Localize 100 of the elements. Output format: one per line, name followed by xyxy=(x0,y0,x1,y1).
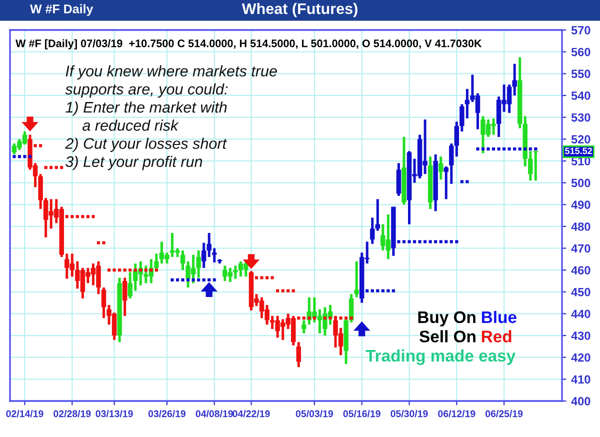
point xyxy=(450,240,453,244)
point xyxy=(18,155,22,158)
point xyxy=(60,166,64,170)
point xyxy=(76,215,79,218)
point xyxy=(370,289,374,292)
y-tick-label: 500 xyxy=(571,178,590,188)
point xyxy=(86,215,90,218)
point xyxy=(344,316,348,320)
point xyxy=(397,240,400,244)
point xyxy=(460,180,464,184)
point xyxy=(107,268,111,272)
point xyxy=(154,268,158,272)
point xyxy=(408,240,411,244)
point xyxy=(96,241,100,244)
point xyxy=(486,147,490,150)
point xyxy=(150,268,153,272)
point xyxy=(286,289,290,292)
x-tick-label: 03/13/19 xyxy=(96,410,133,418)
point xyxy=(34,144,37,148)
point xyxy=(323,316,327,320)
point xyxy=(292,289,295,292)
candlestick xyxy=(122,276,128,318)
x-tick-label: 02/28/19 xyxy=(54,410,91,418)
point xyxy=(176,278,180,282)
y-tick-label: 540 xyxy=(571,92,590,100)
point xyxy=(23,155,26,158)
point xyxy=(81,215,84,218)
point xyxy=(534,147,538,150)
point xyxy=(366,289,369,292)
point xyxy=(50,166,53,170)
point xyxy=(65,215,68,218)
y-tick-label: 480 xyxy=(571,222,590,231)
point xyxy=(123,268,126,272)
chart-title: Wheat (Futures) xyxy=(242,2,358,18)
point xyxy=(197,278,200,282)
y-tick-label: 400 xyxy=(571,397,590,406)
candlestick xyxy=(354,260,359,299)
x-tick-label: 05/03/19 xyxy=(296,410,334,418)
point xyxy=(254,276,258,280)
point xyxy=(44,166,48,170)
y-tick-label: 550 xyxy=(571,70,590,78)
point xyxy=(202,278,206,282)
point xyxy=(181,278,184,282)
x-tick-label: 04/22/19 xyxy=(232,410,270,418)
point xyxy=(118,268,122,272)
point xyxy=(70,215,74,218)
point xyxy=(497,147,500,150)
point xyxy=(402,240,406,244)
annotation: Buy On xyxy=(418,311,476,326)
y-tick-label: 440 xyxy=(571,310,590,318)
point xyxy=(513,147,516,150)
y-tick-label: 450 xyxy=(571,288,590,296)
point xyxy=(412,240,416,244)
y-tick-label: 530 xyxy=(571,113,590,122)
point xyxy=(112,268,116,272)
point xyxy=(518,147,522,150)
point xyxy=(102,241,106,244)
point xyxy=(524,147,527,150)
annotation: Trading made easy xyxy=(366,349,516,366)
annotation: Blue xyxy=(482,310,516,324)
x-tick-label: 06/12/19 xyxy=(438,410,476,418)
point xyxy=(428,240,432,244)
point xyxy=(381,289,384,292)
text: 515.52 xyxy=(565,148,592,154)
point xyxy=(334,316,338,320)
point xyxy=(502,147,506,150)
point xyxy=(312,316,316,320)
y-tick-label: 430 xyxy=(571,332,590,340)
point xyxy=(265,276,269,280)
y-tick-label: 490 xyxy=(571,200,590,209)
y-tick-label: 420 xyxy=(571,353,590,362)
x-tick-label: 04/08/19 xyxy=(196,410,233,418)
y-tick-label: 410 xyxy=(571,375,590,384)
x-tick-label: 05/30/19 xyxy=(390,410,428,418)
point xyxy=(376,289,380,292)
point xyxy=(297,316,300,320)
point xyxy=(192,278,195,282)
point xyxy=(208,278,211,282)
point xyxy=(476,147,480,150)
point xyxy=(481,147,485,150)
text: W #F Daily xyxy=(30,4,94,16)
point xyxy=(170,278,174,282)
point xyxy=(466,180,469,184)
annotation: Sell On xyxy=(420,330,476,342)
candlestick xyxy=(438,155,444,181)
point xyxy=(455,240,458,244)
point xyxy=(392,289,396,292)
point xyxy=(281,289,284,292)
annotation: If you knew where markets true supports are, you could: 1) Enter the market with a reduced risk 2) Cut your losses short 3) Let your profit run xyxy=(65,65,277,170)
point xyxy=(12,155,16,158)
point xyxy=(186,278,190,282)
point xyxy=(276,289,280,292)
x-tick-label: 02/14/19 xyxy=(6,410,44,418)
point xyxy=(350,316,353,320)
point xyxy=(508,147,511,150)
point xyxy=(128,268,132,272)
point xyxy=(528,147,532,150)
point xyxy=(328,316,332,320)
x-tick-label: 05/16/19 xyxy=(343,410,380,418)
point xyxy=(54,166,58,170)
